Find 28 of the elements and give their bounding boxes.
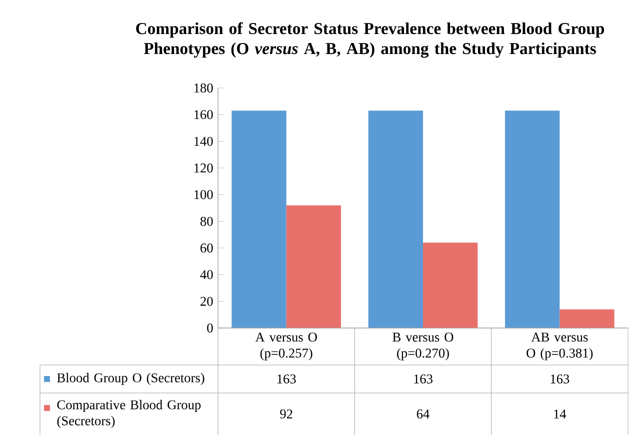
- y-tick-label: 160: [194, 110, 213, 120]
- data-label: 163: [414, 374, 432, 384]
- data-label: 163: [278, 374, 296, 384]
- chart-title: Comparison of Secretor Status Prevalence between Blood Group Phenotypes (O versus A, B, AB) among the Study Participants: [136, 22, 604, 58]
- y-tick-label: 60: [200, 243, 213, 252]
- bar: [504, 110, 560, 328]
- y-tick-label: 80: [200, 216, 213, 226]
- bar: [232, 110, 286, 328]
- y-tick-label: 140: [194, 136, 213, 146]
- y-tick-label: 40: [200, 270, 213, 280]
- y-tick-label: 0: [207, 323, 213, 332]
- y-tick-label: 180: [194, 83, 213, 92]
- bar: [368, 110, 423, 328]
- legend-label: Comparative Blood Group (Secretors): [57, 400, 201, 428]
- legend-label: Blood Group O (Secretors): [57, 372, 204, 385]
- bar: [286, 205, 341, 328]
- x-tick-label: B versus O (p=0.270): [392, 332, 454, 360]
- data-label: 64: [416, 409, 430, 418]
- x-tick-label: A versus O (p=0.257): [255, 332, 317, 360]
- bar: [422, 242, 478, 328]
- bar: [560, 309, 614, 328]
- y-tick-label: 20: [200, 296, 213, 306]
- y-tick-label: 120: [194, 163, 213, 172]
- x-tick-label: AB versus O (p=0.381): [526, 332, 593, 360]
- data-label: 92: [280, 409, 292, 418]
- data-label: 163: [550, 374, 570, 384]
- data-label: 14: [554, 409, 566, 418]
- y-tick-label: 100: [194, 190, 213, 200]
